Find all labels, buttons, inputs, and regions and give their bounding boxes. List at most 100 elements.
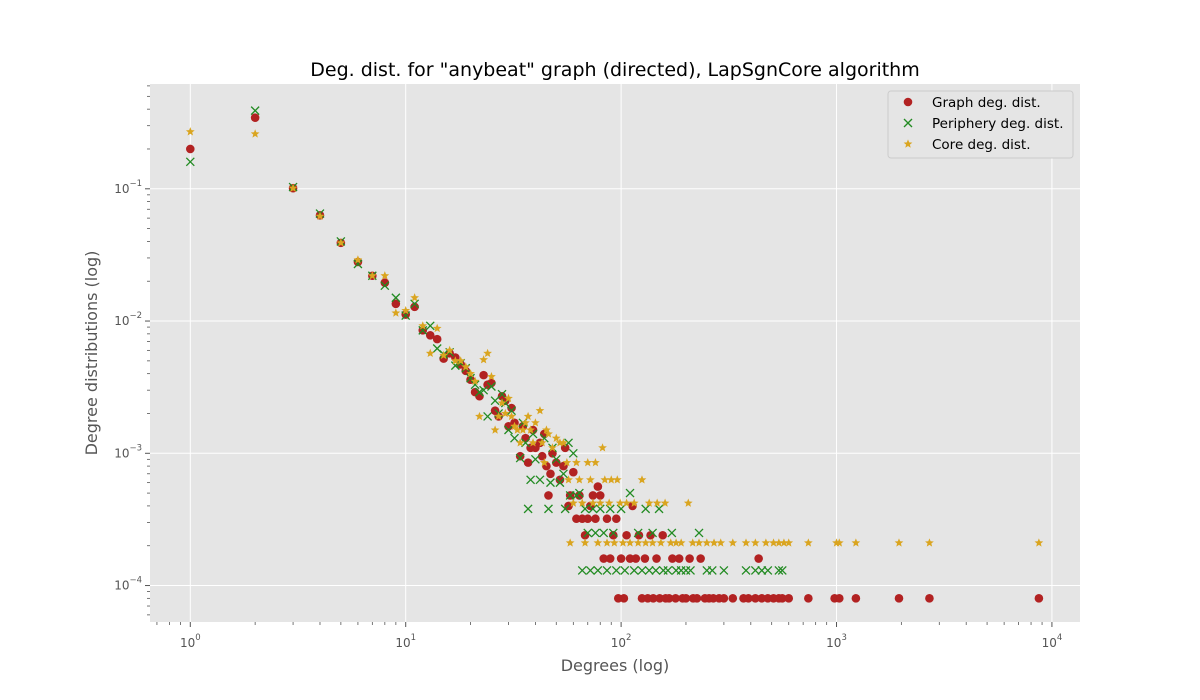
core-deg-point	[380, 271, 390, 280]
core-deg-point	[774, 538, 784, 547]
periphery-deg-point	[633, 528, 643, 538]
periphery-deg-point	[470, 380, 480, 390]
periphery-deg-point	[599, 528, 609, 538]
periphery-deg-point	[526, 475, 536, 485]
periphery-deg-point	[611, 566, 621, 575]
core-deg-point	[542, 425, 551, 434]
periphery-deg-point	[580, 504, 590, 514]
core-deg-point	[784, 538, 794, 547]
core-deg-point	[593, 538, 603, 547]
core-deg-point	[580, 538, 590, 547]
core-deg-point	[644, 498, 654, 507]
legend-item: Periphery deg. dist.	[903, 116, 1064, 132]
graph-deg-point	[432, 334, 442, 344]
core-deg-point	[694, 538, 704, 547]
periphery-deg-point	[590, 528, 600, 538]
graph-deg-point	[544, 491, 553, 500]
periphery-deg-point	[515, 453, 525, 463]
x-marker-stroke	[504, 425, 513, 435]
x-marker-stroke	[620, 566, 630, 575]
core-deg-point	[577, 498, 587, 507]
x-marker-stroke	[599, 528, 609, 538]
periphery-deg-point	[593, 566, 603, 575]
periphery-deg-point	[510, 433, 519, 443]
legend-label: Periphery deg. dist.	[932, 116, 1064, 132]
core-deg-point	[353, 255, 363, 264]
core-deg-point	[391, 308, 401, 317]
graph-deg-point	[652, 554, 661, 563]
core-deg-point	[518, 425, 528, 434]
x-marker-stroke	[605, 504, 615, 514]
graph-deg-point	[515, 451, 525, 461]
core-deg-point	[633, 538, 643, 547]
y-axis: 10−4 10−3 10−2 10−1	[114, 179, 150, 593]
graph-deg-point	[616, 554, 626, 563]
graph-deg-point	[925, 594, 934, 603]
graph-deg-point	[523, 458, 533, 467]
periphery-deg-point	[620, 566, 630, 575]
periphery-deg-point	[490, 396, 500, 406]
graph-deg-point	[719, 594, 729, 603]
core-deg-point	[702, 538, 712, 547]
core-deg-point	[185, 127, 195, 136]
x-marker-stroke	[483, 411, 493, 421]
core-deg-point	[456, 356, 466, 365]
x-marker-stroke	[602, 566, 612, 575]
x-marker-stroke	[466, 373, 476, 383]
core-deg-point	[410, 293, 419, 302]
core-deg-point	[683, 498, 693, 507]
periphery-deg-point	[555, 478, 565, 488]
graph-deg-point	[591, 514, 600, 524]
graph-deg-point	[685, 554, 694, 563]
legend[interactable]: Graph deg. dist. Periphery deg. dist. Core…	[887, 90, 1074, 159]
periphery-deg-point	[185, 157, 195, 167]
periphery-deg-point	[401, 311, 411, 321]
core-deg-point	[851, 538, 861, 547]
periphery-deg-point	[483, 411, 493, 421]
legend-marker	[903, 139, 913, 148]
x-marker-stroke	[580, 504, 590, 514]
core-deg-point	[671, 538, 681, 547]
periphery-deg-point	[686, 566, 695, 575]
periphery-deg-point	[504, 425, 513, 435]
x-marker-stroke	[401, 311, 411, 321]
core-deg-point	[618, 538, 628, 547]
core-deg-point	[741, 538, 751, 547]
x-marker-stroke	[546, 478, 555, 488]
graph-deg-point	[602, 514, 612, 524]
periphery-deg-point	[641, 504, 651, 514]
graph-deg-point	[696, 554, 705, 563]
core-deg-point	[612, 475, 622, 484]
core-deg-point	[660, 498, 670, 507]
x-marker-stroke	[535, 475, 545, 485]
graph-deg-point	[668, 554, 677, 563]
graph-deg-point	[777, 594, 787, 603]
x-marker-stroke	[774, 566, 784, 575]
graph-deg-point	[658, 530, 668, 540]
core-deg-point	[761, 538, 771, 547]
graph-deg-point	[569, 467, 578, 477]
x-marker-stroke	[583, 528, 593, 538]
periphery-deg-point	[450, 361, 460, 371]
core-deg-point	[688, 538, 698, 547]
core-deg-point	[728, 538, 738, 547]
periphery-deg-point	[560, 504, 570, 514]
periphery-deg-point	[648, 528, 658, 538]
core-deg-point	[925, 538, 934, 547]
graph-deg-point	[521, 433, 530, 443]
x-tick-label: 103	[826, 633, 847, 650]
graph-deg-point	[612, 514, 621, 524]
core-deg-point	[583, 458, 593, 467]
core-deg-point	[479, 355, 488, 364]
graph-deg-point	[834, 594, 844, 603]
core-deg-point	[625, 538, 635, 547]
y-tick-label: 10−4	[114, 576, 142, 593]
graph-deg-point	[728, 594, 738, 603]
core-deg-point	[497, 398, 507, 407]
core-deg-point	[595, 498, 605, 507]
core-deg-point	[769, 538, 778, 547]
core-deg-point	[548, 443, 557, 452]
core-deg-point	[600, 475, 610, 484]
x-marker-stroke	[595, 504, 605, 514]
x-marker-stroke	[590, 528, 600, 538]
